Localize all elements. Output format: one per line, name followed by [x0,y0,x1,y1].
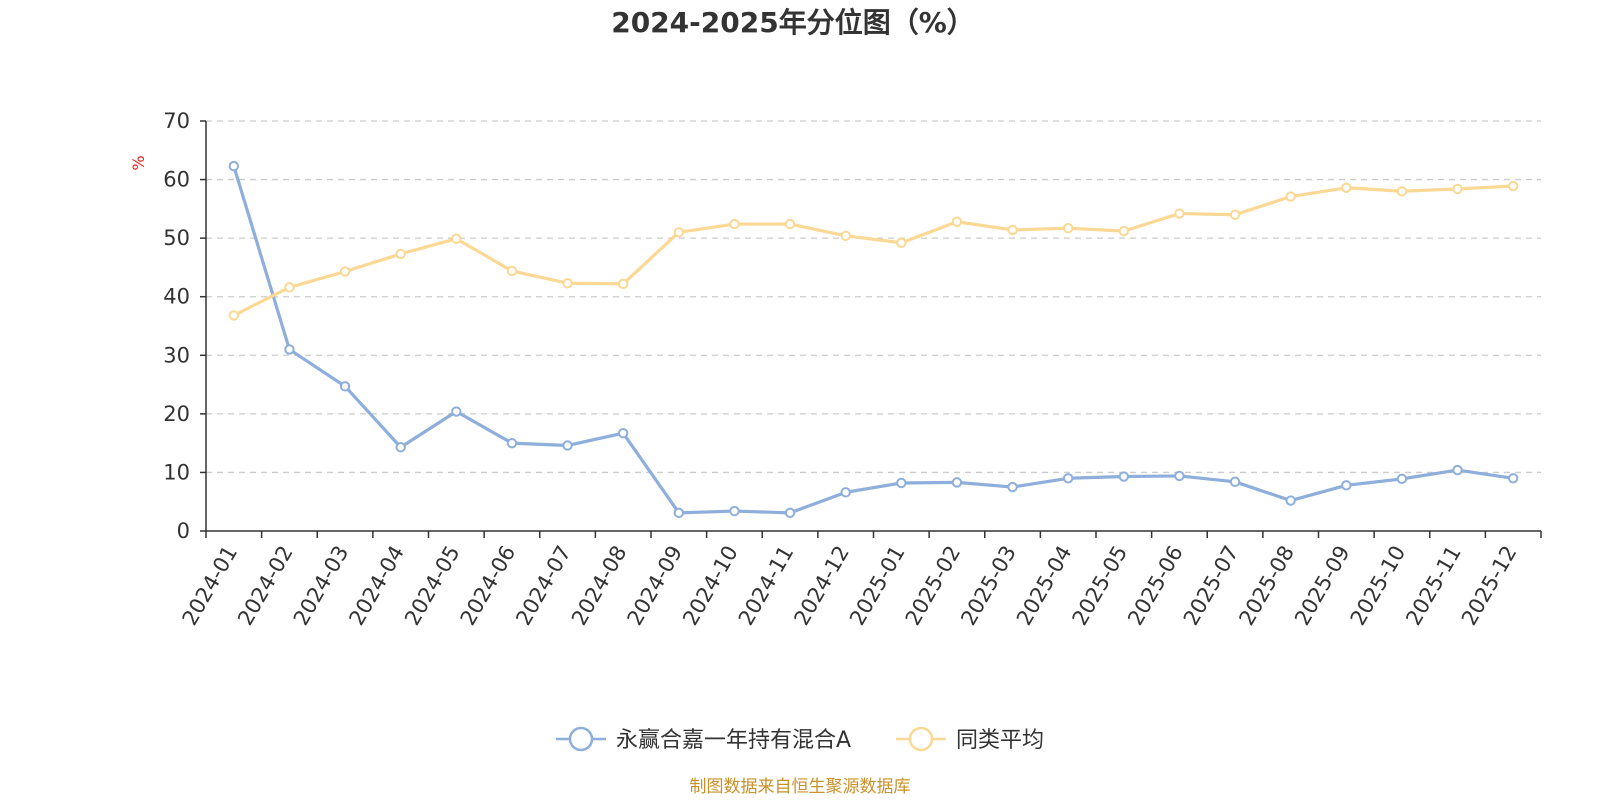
legend-label: 永赢合嘉一年持有混合A [616,728,851,753]
y-tick-label: 70 [163,109,190,133]
data-point[interactable] [284,344,295,355]
x-tick-label: 2024-08 [567,542,632,630]
data-point[interactable] [339,266,351,277]
data-point[interactable] [617,427,629,439]
data-point[interactable] [1062,473,1074,484]
data-point[interactable] [451,406,462,417]
y-tick-label: 10 [163,460,190,484]
data-point[interactable] [451,233,462,244]
y-tick-label: 50 [163,226,190,250]
data-point[interactable] [784,507,796,519]
data-point[interactable] [284,282,295,293]
data-point[interactable] [1118,225,1130,237]
data-point[interactable] [951,477,963,488]
y-tick-label: 20 [163,402,190,426]
data-point[interactable] [1118,471,1130,482]
legend-marker-icon [908,726,934,752]
x-tick-label: 2025-12 [1457,542,1522,630]
grid-lines [206,120,1541,474]
data-point[interactable] [896,237,907,249]
data-point[interactable] [729,505,740,517]
axes: 0102030405060702024-012024-022024-032024… [163,109,1542,630]
x-tick-label: 2025-02 [901,542,966,630]
y-axis-unit-label: % [129,155,148,170]
y-tick-label: 30 [163,343,190,367]
x-tick-label: 2024-11 [734,542,799,630]
series-group [228,180,1519,321]
x-tick-label: 2024-10 [678,542,743,630]
series-lines [228,160,1519,519]
data-point[interactable] [1285,495,1296,506]
x-tick-label: 2024-07 [511,542,576,630]
x-tick-label: 2025-03 [956,542,1021,630]
x-tick-label: 2024-12 [789,542,854,630]
data-point[interactable] [1007,224,1018,236]
data-point[interactable] [395,442,406,453]
data-point[interactable] [840,230,851,242]
legend-marker-icon [568,726,594,752]
x-tick-label: 2025-01 [845,542,910,630]
data-point[interactable] [729,218,740,230]
x-tick-label: 2025-05 [1067,542,1132,630]
x-tick-label: 2025-09 [1290,542,1355,630]
data-point[interactable] [1007,481,1018,493]
data-point[interactable] [395,248,406,260]
data-point[interactable] [951,216,963,227]
data-point[interactable] [1229,209,1241,220]
y-tick-label: 40 [163,285,190,309]
data-point[interactable] [1229,476,1241,487]
x-tick-label: 2024-05 [400,542,465,630]
data-point[interactable] [1341,480,1352,491]
data-point[interactable] [1341,182,1352,193]
data-point[interactable] [506,437,518,449]
data-point[interactable] [1507,180,1519,192]
data-point[interactable] [1452,183,1463,195]
x-tick-label: 2024-02 [233,542,298,630]
x-tick-label: 2025-04 [1012,542,1077,630]
y-tick-label: 60 [163,168,190,192]
x-tick-label: 2025-11 [1401,542,1466,630]
legend-label: 同类平均 [956,728,1044,753]
data-point[interactable] [673,507,685,519]
data-point[interactable] [339,381,351,392]
data-point[interactable] [1062,222,1074,234]
x-tick-label: 2025-10 [1346,542,1411,630]
data-point[interactable] [840,487,851,498]
data-point[interactable] [1174,470,1185,482]
series-line [232,164,1515,515]
data-point[interactable] [1396,473,1408,485]
x-tick-label: 2024-06 [456,542,521,630]
data-source-note: 制图数据来自恒生聚源数据库 [690,777,911,797]
series-group [228,160,1519,519]
data-point[interactable] [228,310,240,321]
series-line [232,184,1515,318]
x-tick-label: 2025-07 [1179,542,1244,630]
legend-item[interactable]: 永赢合嘉一年持有混合A [556,726,851,753]
data-point[interactable] [562,278,573,289]
x-tick-label: 2024-04 [344,542,409,630]
data-point[interactable] [896,477,907,489]
legend[interactable]: 永赢合嘉一年持有混合A 同类平均 [556,726,1044,753]
data-point[interactable] [617,278,629,290]
x-tick-label: 2025-06 [1123,542,1188,630]
chart-title: 2024-2025年分位图（%） [611,6,975,39]
data-point[interactable] [1174,208,1185,219]
x-tick-label: 2025-08 [1234,542,1299,630]
x-tick-label: 2024-09 [622,542,687,630]
y-tick-label: 0 [177,519,190,543]
data-point[interactable] [1396,186,1408,197]
data-point[interactable] [1507,473,1519,484]
data-point[interactable] [1452,464,1463,476]
data-point[interactable] [1285,191,1296,202]
data-point[interactable] [562,440,573,451]
legend-item[interactable]: 同类平均 [896,726,1044,753]
x-tick-label: 2024-01 [177,542,242,630]
data-point[interactable] [673,227,685,238]
data-point[interactable] [228,160,240,172]
data-point[interactable] [784,218,796,230]
x-tick-label: 2024-03 [289,542,354,630]
data-point[interactable] [506,265,518,277]
